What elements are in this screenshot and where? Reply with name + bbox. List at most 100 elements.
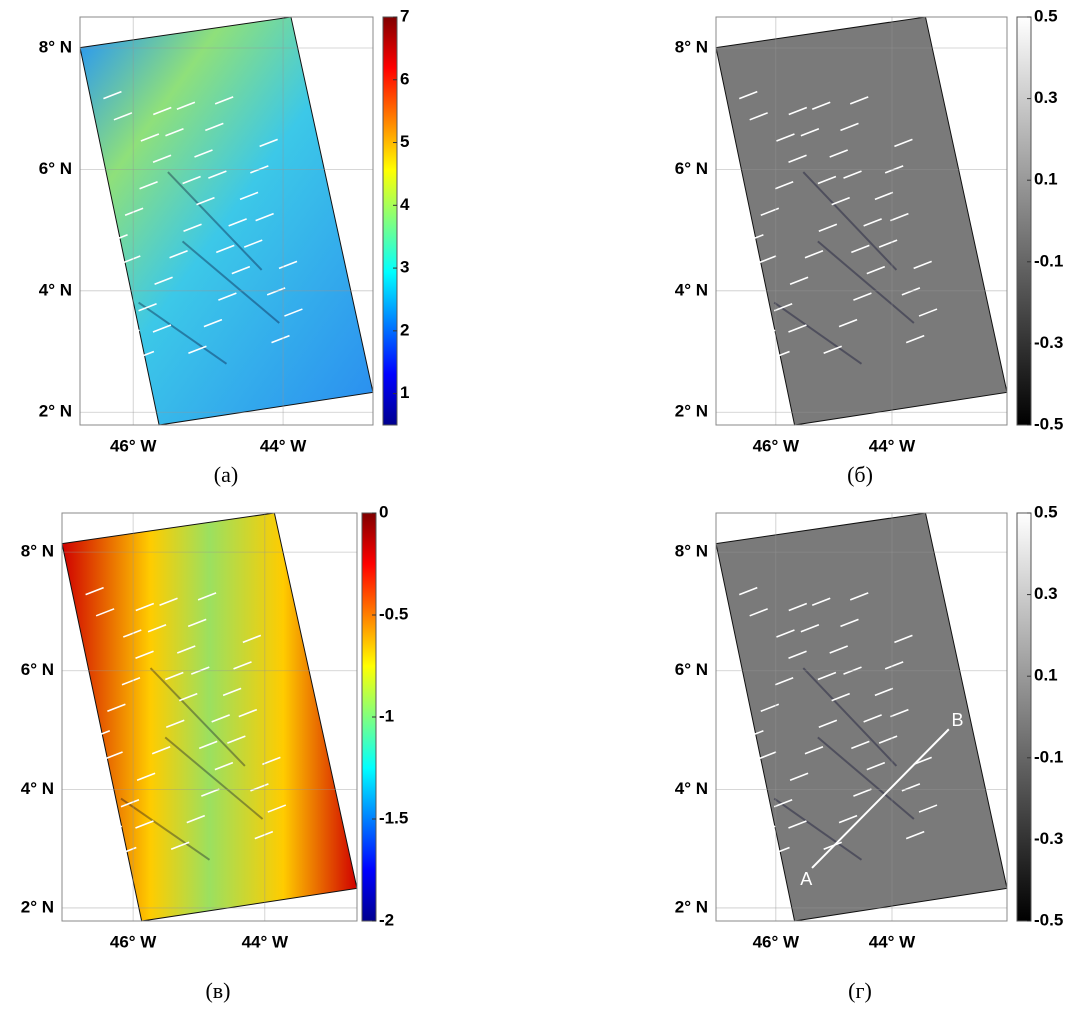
y-tick-label: 8° N (21, 542, 54, 561)
y-tick-label: 2° N (21, 897, 54, 916)
cloud-streak (233, 661, 252, 670)
cloud-streak (771, 350, 790, 360)
cloud-streak (105, 281, 125, 291)
x-tick-label: 44° W (260, 436, 307, 455)
cloud-streak (901, 287, 921, 296)
y-tick-label: 4° N (675, 779, 708, 798)
cloud-streak (774, 181, 794, 190)
cloud-streak (121, 329, 140, 339)
plot-frame (79, 16, 374, 426)
cloud-streak (165, 719, 185, 728)
cloud-streak (851, 740, 870, 750)
cloud-streak (738, 90, 758, 100)
colorbar-label: 0.1 (1034, 666, 1058, 685)
y-tick-label: 2° N (675, 402, 708, 421)
cloud-streak (186, 814, 206, 824)
cloud-streak (756, 825, 776, 835)
colorbar-label: -0.3 (1034, 333, 1063, 352)
cloud-streak (154, 276, 173, 285)
cloud-streak (823, 345, 842, 354)
cloud-streak (165, 671, 184, 681)
cloud-streak (170, 841, 190, 850)
cloud-streak (773, 303, 793, 312)
cloud-streak (738, 586, 758, 596)
cloud-streak (757, 751, 777, 760)
cloud-streak (749, 608, 768, 617)
cloud-streak (109, 234, 128, 243)
cloud-streak (756, 329, 776, 339)
front (149, 667, 246, 767)
cloud-streak (267, 804, 287, 813)
y-tick-label: 4° N (21, 779, 54, 798)
cloud-streak (843, 170, 862, 179)
caption: (в) (205, 978, 230, 1003)
plot-frame (715, 512, 1008, 922)
cloud-streak (135, 350, 155, 360)
cloud-streak (866, 265, 886, 275)
y-tick-label: 8° N (39, 37, 72, 56)
cloud-streak (789, 276, 809, 285)
cloud-streak (254, 830, 274, 840)
colorbar-label: -2 (379, 910, 394, 929)
y-tick-label: 2° N (39, 402, 72, 421)
colorbar-label: 3 (400, 258, 409, 277)
colorbar-label: 4 (400, 195, 410, 214)
cloud-streak (878, 239, 898, 248)
cloud-streak (215, 244, 235, 254)
x-tick-label: 46° W (753, 436, 800, 455)
cloud-streak (214, 761, 234, 771)
annotation: B (952, 710, 964, 730)
cloud-streak (152, 106, 172, 116)
plot-frame (61, 512, 358, 922)
cloud-streak (266, 287, 286, 296)
cloud-streak (136, 772, 156, 781)
cloud-streak (776, 629, 795, 638)
cloud-streak (757, 255, 777, 264)
front (773, 301, 863, 365)
colorbar-label: 1 (400, 383, 409, 402)
cloud-streak (135, 820, 154, 829)
cloud-streak (205, 122, 224, 132)
cloud-streak (107, 703, 126, 713)
front (120, 797, 211, 861)
colorbar-label: -0.5 (379, 604, 408, 623)
cloud-streak (853, 788, 872, 797)
cloud-streak (231, 265, 251, 275)
y-tick-label: 6° N (21, 660, 54, 679)
x-tick-label: 44° W (242, 932, 289, 951)
colorbar-label: 0.1 (1034, 170, 1058, 189)
cloud-streak (176, 101, 196, 110)
cloud-streak (745, 730, 764, 739)
cloud-streak (851, 244, 870, 254)
cloud-streak (863, 714, 882, 723)
colorbar-label: -0.1 (1034, 251, 1063, 270)
y-tick-label: 6° N (675, 159, 708, 178)
cloud-streak (789, 772, 809, 781)
cloud-streak (271, 334, 290, 344)
cloud-streak (284, 308, 303, 317)
cloud-streak (849, 592, 869, 601)
cloud-streak (176, 645, 196, 654)
cloud-streak (866, 761, 886, 771)
cloud-streak (788, 106, 808, 116)
cloud-streak (103, 825, 123, 835)
cloud-streak (817, 175, 837, 185)
y-tick-label: 8° N (675, 542, 708, 561)
cloud-streak (913, 260, 932, 270)
cloud-streak (878, 735, 898, 744)
cloud-streak (139, 181, 158, 190)
cloud-streak (218, 292, 237, 301)
cloud-streak (194, 149, 213, 158)
cloud-streak (840, 618, 859, 628)
cloud-streak (182, 175, 201, 185)
cloud-streak (853, 292, 872, 301)
cloud-streak (196, 196, 215, 206)
cloud-streak (187, 618, 207, 628)
cloud-streak (840, 122, 859, 132)
x-tick-label: 46° W (753, 932, 800, 951)
cloud-streak (800, 127, 820, 137)
colorbar (1016, 16, 1032, 426)
cloud-streak (208, 170, 227, 179)
cloud-streak (103, 90, 122, 100)
cloud-streak (211, 714, 230, 723)
